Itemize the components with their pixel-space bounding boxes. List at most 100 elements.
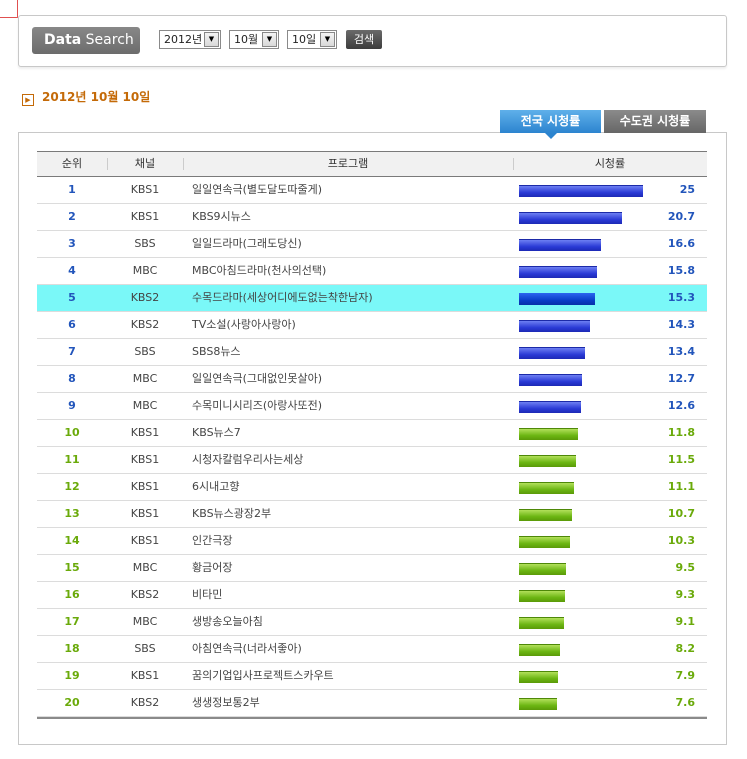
data-search-box: Data Search 2012년 ▼ 10월 ▼ 10일 ▼ 검색 bbox=[18, 15, 727, 67]
row-rank: 11 bbox=[64, 453, 80, 466]
row-rating-value: 14.3 bbox=[667, 318, 695, 331]
row-channel: KBS2 bbox=[130, 318, 160, 331]
table-row[interactable]: 9 MBC 수목미니시리즈(아랑사또전) 12.6 bbox=[37, 393, 707, 420]
row-program-link[interactable]: KBS뉴스7 bbox=[192, 426, 241, 439]
row-program-link[interactable]: 꿈의기업입사프로젝트스카우트 bbox=[192, 669, 334, 682]
bullet-arrow-icon: ▶ bbox=[22, 94, 34, 106]
table-row[interactable]: 5 KBS2 수목드라마(세상어디에도없는착한남자) 15.3 bbox=[37, 285, 707, 312]
row-program-link[interactable]: 황금어장 bbox=[192, 561, 233, 574]
tab-capital-rating[interactable]: 수도권 시청률 bbox=[604, 110, 706, 133]
table-row[interactable]: 14 KBS1 인간극장 10.3 bbox=[37, 528, 707, 555]
table-row[interactable]: 11 KBS1 시청자칼럼우리사는세상 11.5 bbox=[37, 447, 707, 474]
header-rank: 순위 bbox=[61, 157, 83, 170]
row-program-link[interactable]: 생방송오늘아침 bbox=[192, 615, 263, 628]
row-program-link[interactable]: 일일연속극(별도달도따줄게) bbox=[192, 183, 323, 196]
row-channel: SBS bbox=[134, 237, 156, 250]
rating-bar bbox=[519, 698, 557, 710]
row-channel: KBS1 bbox=[130, 507, 160, 520]
day-select-value: 10일 bbox=[292, 33, 317, 46]
row-channel: KBS2 bbox=[130, 291, 160, 304]
table-row[interactable]: 4 MBC MBC아침드라마(천사의선택) 15.8 bbox=[37, 258, 707, 285]
row-program-link[interactable]: 일일연속극(그대없인못살아) bbox=[192, 372, 323, 385]
row-program-link[interactable]: KBS뉴스광장2부 bbox=[192, 507, 272, 520]
row-channel: KBS1 bbox=[130, 210, 160, 223]
row-rank: 19 bbox=[64, 669, 80, 682]
header-channel: 채널 bbox=[107, 152, 183, 176]
chevron-down-icon[interactable]: ▼ bbox=[262, 32, 277, 47]
tab-national-rating[interactable]: 전국 시청률 bbox=[500, 110, 601, 139]
rating-bar bbox=[519, 293, 595, 305]
row-rank: 1 bbox=[68, 183, 76, 196]
row-program-link[interactable]: 인간극장 bbox=[192, 534, 233, 547]
row-program-link[interactable]: 비타민 bbox=[192, 588, 223, 601]
table-row[interactable]: 1 KBS1 일일연속극(별도달도따줄게) 25 bbox=[37, 177, 707, 204]
month-select[interactable]: 10월 ▼ bbox=[229, 30, 279, 49]
table-row[interactable]: 12 KBS1 6시내고향 11.1 bbox=[37, 474, 707, 501]
row-rating-value: 12.7 bbox=[667, 372, 695, 385]
row-rating-value: 8.2 bbox=[675, 642, 696, 655]
table-row[interactable]: 8 MBC 일일연속극(그대없인못살아) 12.7 bbox=[37, 366, 707, 393]
row-rank: 15 bbox=[64, 561, 80, 574]
row-channel: KBS1 bbox=[130, 453, 160, 466]
row-rank: 4 bbox=[68, 264, 76, 277]
row-rating-value: 13.4 bbox=[667, 345, 695, 358]
date-heading: ▶ 2012년 10월 10일 bbox=[22, 89, 150, 106]
header-rating: 시청률 bbox=[513, 152, 707, 176]
table-row[interactable]: 20 KBS2 생생정보통2부 7.6 bbox=[37, 690, 707, 717]
row-rank: 9 bbox=[68, 399, 76, 412]
chevron-down-icon[interactable]: ▼ bbox=[204, 32, 219, 47]
month-select-value: 10월 bbox=[234, 33, 259, 46]
row-program-link[interactable]: 일일드라마(그래도당신) bbox=[192, 237, 302, 250]
table-row[interactable]: 2 KBS1 KBS9시뉴스 20.7 bbox=[37, 204, 707, 231]
row-program-link[interactable]: 아침연속극(너라서좋아) bbox=[192, 642, 302, 655]
day-select[interactable]: 10일 ▼ bbox=[287, 30, 337, 49]
table-row[interactable]: 17 MBC 생방송오늘아침 9.1 bbox=[37, 609, 707, 636]
rating-bar bbox=[519, 320, 590, 332]
row-rating-value: 11.8 bbox=[667, 426, 695, 439]
table-row[interactable]: 3 SBS 일일드라마(그래도당신) 16.6 bbox=[37, 231, 707, 258]
table-row[interactable]: 10 KBS1 KBS뉴스7 11.8 bbox=[37, 420, 707, 447]
table-row[interactable]: 16 KBS2 비타민 9.3 bbox=[37, 582, 707, 609]
header-program: 프로그램 bbox=[183, 152, 513, 176]
table-row[interactable]: 13 KBS1 KBS뉴스광장2부 10.7 bbox=[37, 501, 707, 528]
row-program-link[interactable]: 시청자칼럼우리사는세상 bbox=[192, 453, 304, 466]
row-rank: 12 bbox=[64, 480, 80, 493]
ratings-table: 순위 채널 프로그램 시청률 1 KBS1 일일연속극(별도달도따줄게) 25 2 KBS… bbox=[37, 151, 707, 719]
row-rating-value: 11.5 bbox=[667, 453, 695, 466]
search-button[interactable]: 검색 bbox=[346, 30, 382, 49]
row-program-link[interactable]: 생생정보통2부 bbox=[192, 696, 260, 709]
row-program-link[interactable]: TV소설(사랑아사랑아) bbox=[192, 318, 296, 331]
rating-bar bbox=[519, 185, 643, 197]
row-channel: MBC bbox=[132, 399, 158, 412]
row-rating-value: 9.3 bbox=[675, 588, 696, 601]
table-row[interactable]: 15 MBC 황금어장 9.5 bbox=[37, 555, 707, 582]
row-rank: 7 bbox=[68, 345, 76, 358]
row-program-link[interactable]: MBC아침드라마(천사의선택) bbox=[192, 264, 327, 277]
chevron-down-icon[interactable]: ▼ bbox=[320, 32, 335, 47]
row-rating-value: 20.7 bbox=[667, 210, 695, 223]
row-program-link[interactable]: SBS8뉴스 bbox=[192, 345, 241, 358]
table-row[interactable]: 18 SBS 아침연속극(너라서좋아) 8.2 bbox=[37, 636, 707, 663]
rating-bar bbox=[519, 428, 578, 440]
year-select[interactable]: 2012년 ▼ bbox=[159, 30, 221, 49]
row-program-link[interactable]: 수목미니시리즈(아랑사또전) bbox=[192, 399, 323, 412]
row-program-link[interactable]: 수목드라마(세상어디에도없는착한남자) bbox=[192, 291, 373, 304]
table-row[interactable]: 7 SBS SBS8뉴스 13.4 bbox=[37, 339, 707, 366]
table-body: 1 KBS1 일일연속극(별도달도따줄게) 25 2 KBS1 KBS9시뉴스 20.7 3 SB… bbox=[37, 177, 707, 717]
row-program-link[interactable]: KBS9시뉴스 bbox=[192, 210, 251, 223]
rating-bar bbox=[519, 239, 601, 251]
rating-bar bbox=[519, 401, 581, 413]
row-rank: 10 bbox=[64, 426, 80, 439]
row-channel: KBS1 bbox=[130, 534, 160, 547]
row-channel: KBS1 bbox=[130, 426, 160, 439]
table-row[interactable]: 19 KBS1 꿈의기업입사프로젝트스카우트 7.9 bbox=[37, 663, 707, 690]
row-channel: SBS bbox=[134, 642, 156, 655]
row-channel: SBS bbox=[134, 345, 156, 358]
row-program-link[interactable]: 6시내고향 bbox=[192, 480, 240, 493]
table-row[interactable]: 6 KBS2 TV소설(사랑아사랑아) 14.3 bbox=[37, 312, 707, 339]
corner-mark bbox=[0, 0, 18, 18]
rating-bar bbox=[519, 212, 622, 224]
row-rank: 8 bbox=[68, 372, 76, 385]
row-rating-value: 9.5 bbox=[675, 561, 696, 574]
data-search-label-light: Search bbox=[85, 32, 134, 48]
